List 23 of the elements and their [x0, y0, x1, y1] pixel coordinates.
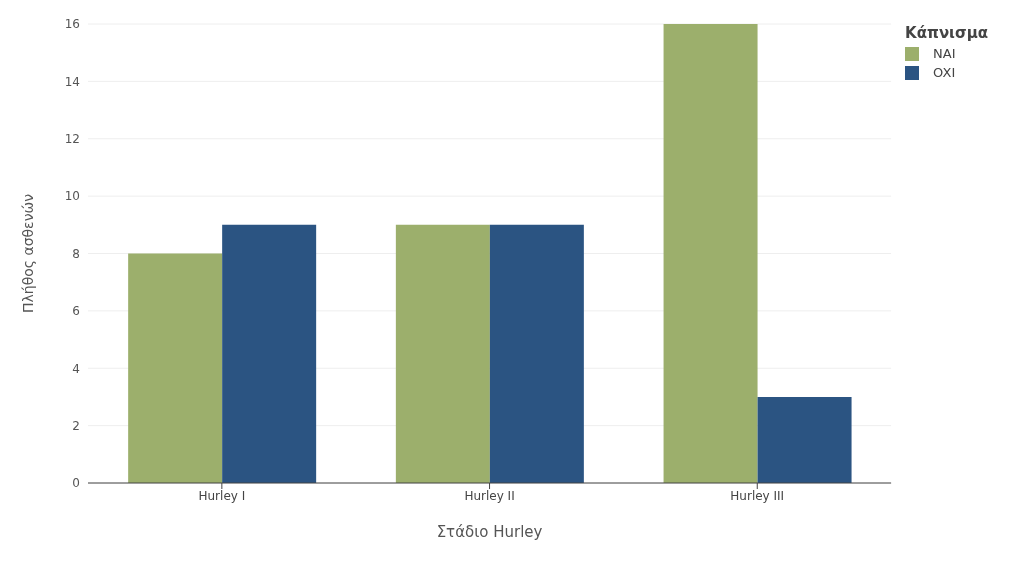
legend-label: OXI [933, 65, 956, 80]
legend-label: NAI [933, 46, 956, 61]
bar [222, 224, 317, 483]
y-tick-label: 2 [72, 418, 80, 433]
x-tick-label: Hurley I [198, 488, 246, 503]
y-tick-label: 16 [64, 17, 80, 32]
bar [489, 224, 584, 483]
x-axis-title: Στάδιο Hurley [436, 523, 543, 541]
bar [395, 224, 490, 483]
y-tick-label: 8 [72, 246, 80, 261]
y-axis-title: Πλήθος ασθενών [19, 193, 36, 314]
bar [128, 253, 223, 483]
y-tick-label: 10 [64, 189, 80, 204]
x-tick-label: Hurley II [464, 488, 515, 503]
y-tick-label: 4 [72, 361, 80, 376]
y-tick-label: 6 [72, 304, 80, 319]
x-tick-label: Hurley III [730, 488, 785, 503]
bar [757, 396, 852, 483]
y-tick-label: 12 [64, 132, 80, 147]
legend-title: Κάπνισμα [905, 24, 988, 42]
y-tick-label: 14 [64, 74, 80, 89]
y-tick-label: 0 [72, 476, 80, 491]
bar [663, 24, 758, 483]
